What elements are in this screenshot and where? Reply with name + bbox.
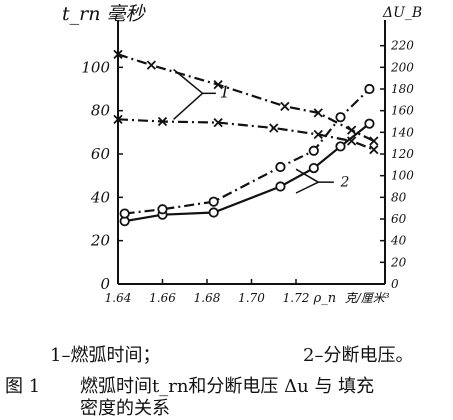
series-1-line <box>117 118 375 151</box>
series-1-point <box>269 123 279 133</box>
left-axis-title: t_rn 毫秒 <box>62 3 146 25</box>
right-tick-label: 20 <box>390 255 407 269</box>
series-1-point <box>113 114 123 124</box>
x-tick-label: 1.70 <box>238 291 265 305</box>
right-tick-label: 0 <box>391 277 399 291</box>
right-tick-label: 220 <box>390 39 414 53</box>
right-tick-label: 180 <box>391 82 414 96</box>
curve-label-1: 1 <box>220 83 230 102</box>
series-3-point <box>335 112 346 123</box>
series-3-point <box>308 145 319 156</box>
right-tick-label: 200 <box>390 60 414 74</box>
series-3-point <box>275 161 286 173</box>
left-tick-label: 100 <box>81 58 110 76</box>
series-2-point <box>275 181 286 192</box>
series-0-point <box>146 60 157 70</box>
series-0-point <box>280 101 290 111</box>
right-tick-label: 120 <box>391 147 414 161</box>
series-0-line <box>117 53 375 142</box>
label-2-leader <box>295 181 319 194</box>
legend-1: 1–燃弧时间； <box>50 345 161 366</box>
series-1-point <box>213 117 223 128</box>
x-tick-label: 1.68 <box>194 291 221 305</box>
series-0-point <box>346 125 357 135</box>
right-tick-label: 140 <box>391 125 414 139</box>
figure-number: 图 1 <box>5 376 41 397</box>
series-0-point <box>313 108 323 118</box>
x-tick-label: 克/厘米³ <box>345 291 390 305</box>
chart: 0 20 40 60 80 100 0 20 40 60 80 100 120 140 160 180 200 2… <box>62 3 422 306</box>
label-1-leader <box>173 68 204 94</box>
series-3-point <box>364 83 375 95</box>
left-tick-label: 40 <box>90 188 111 206</box>
right-tick-label: 160 <box>391 104 414 118</box>
label-1-leader <box>173 92 204 120</box>
series-3-point <box>208 196 219 207</box>
series-1-point <box>157 116 168 127</box>
left-tick-label: 60 <box>91 145 111 163</box>
series-1-point <box>313 129 323 140</box>
series-2-point <box>335 141 346 152</box>
x-tick-label: ρ_n <box>313 291 337 306</box>
right-axis-title: ΔU_B <box>382 5 422 21</box>
x-tick-label: 1.66 <box>149 291 176 305</box>
label-2-leader <box>295 168 319 183</box>
caption-line-2: 密度的关系 <box>80 398 170 419</box>
series-0-point <box>113 49 123 59</box>
legend-2: 2–分断电压。 <box>303 345 414 366</box>
series-0-point <box>369 136 379 146</box>
right-tick-label: 40 <box>390 234 407 248</box>
series-2-point <box>364 118 375 129</box>
left-tick-label: 20 <box>90 232 111 250</box>
right-tick-label: 80 <box>391 190 407 204</box>
x-tick-label: 1.64 <box>105 291 132 305</box>
series-3-line <box>124 88 371 215</box>
series-2-point <box>208 207 219 218</box>
curve-label-2: 2 <box>339 175 349 191</box>
series-1-point <box>346 136 357 146</box>
series-1-point <box>369 145 379 155</box>
series-3-point <box>119 208 130 219</box>
left-tick-label: 0 <box>100 275 110 293</box>
right-tick-label: 100 <box>391 169 414 183</box>
series-0-point <box>213 80 223 90</box>
right-tick-label: 60 <box>391 212 407 226</box>
caption-line-1: 燃弧时间t_rn和分断电压 Δu 与 填充 <box>80 376 375 397</box>
left-tick-label: 80 <box>91 102 111 120</box>
x-tick-label: 1.72 <box>283 291 310 305</box>
series-2-point <box>308 162 319 174</box>
series-3-point <box>157 204 168 215</box>
